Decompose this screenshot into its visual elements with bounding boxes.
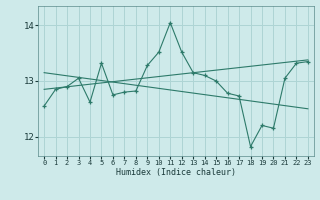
X-axis label: Humidex (Indice chaleur): Humidex (Indice chaleur)	[116, 168, 236, 177]
